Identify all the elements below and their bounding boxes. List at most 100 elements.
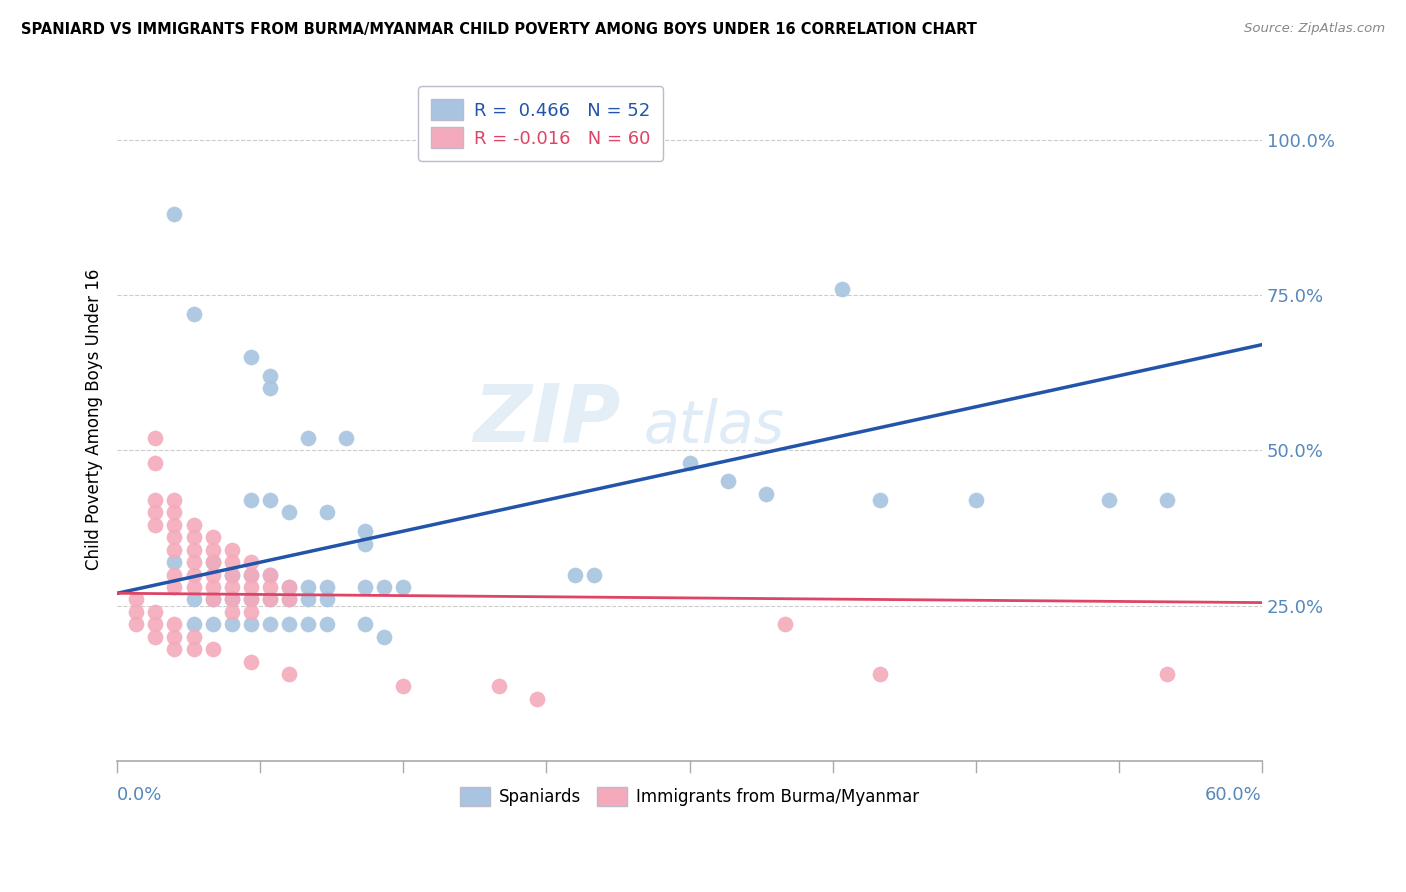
Point bbox=[869, 493, 891, 508]
Point bbox=[259, 580, 281, 594]
Point bbox=[259, 381, 281, 395]
Point bbox=[183, 617, 205, 632]
Point bbox=[1156, 667, 1178, 681]
Point bbox=[297, 431, 319, 445]
Legend: Spaniards, Immigrants from Burma/Myanmar: Spaniards, Immigrants from Burma/Myanmar bbox=[451, 779, 927, 814]
Point bbox=[316, 592, 339, 607]
Point bbox=[221, 580, 243, 594]
Point bbox=[143, 617, 166, 632]
Point bbox=[259, 368, 281, 383]
Point bbox=[143, 493, 166, 508]
Point bbox=[183, 530, 205, 544]
Point bbox=[297, 617, 319, 632]
Point bbox=[125, 605, 148, 619]
Text: Source: ZipAtlas.com: Source: ZipAtlas.com bbox=[1244, 22, 1385, 36]
Point bbox=[239, 592, 262, 607]
Point bbox=[163, 642, 186, 657]
Point bbox=[1098, 493, 1121, 508]
Point bbox=[183, 555, 205, 569]
Point bbox=[201, 555, 224, 569]
Point bbox=[297, 592, 319, 607]
Point bbox=[564, 567, 586, 582]
Point bbox=[354, 536, 377, 550]
Point bbox=[201, 580, 224, 594]
Point bbox=[183, 592, 205, 607]
Point bbox=[488, 680, 510, 694]
Point bbox=[965, 493, 987, 508]
Point bbox=[583, 567, 606, 582]
Point bbox=[183, 580, 205, 594]
Point bbox=[183, 642, 205, 657]
Point bbox=[392, 680, 415, 694]
Point bbox=[373, 630, 395, 644]
Point bbox=[239, 605, 262, 619]
Point bbox=[201, 542, 224, 557]
Point bbox=[259, 567, 281, 582]
Point bbox=[239, 617, 262, 632]
Point bbox=[163, 580, 186, 594]
Point bbox=[277, 592, 299, 607]
Point bbox=[163, 207, 186, 221]
Point bbox=[201, 555, 224, 569]
Point bbox=[221, 592, 243, 607]
Text: atlas: atlas bbox=[644, 398, 785, 455]
Point bbox=[259, 617, 281, 632]
Point bbox=[201, 617, 224, 632]
Point bbox=[221, 592, 243, 607]
Point bbox=[183, 517, 205, 532]
Point bbox=[773, 617, 796, 632]
Point bbox=[526, 692, 548, 706]
Point bbox=[239, 580, 262, 594]
Point bbox=[201, 592, 224, 607]
Point bbox=[354, 580, 377, 594]
Point bbox=[831, 282, 853, 296]
Point bbox=[221, 567, 243, 582]
Point bbox=[143, 517, 166, 532]
Point bbox=[183, 307, 205, 321]
Point bbox=[259, 493, 281, 508]
Point bbox=[143, 630, 166, 644]
Point bbox=[239, 350, 262, 364]
Text: SPANIARD VS IMMIGRANTS FROM BURMA/MYANMAR CHILD POVERTY AMONG BOYS UNDER 16 CORR: SPANIARD VS IMMIGRANTS FROM BURMA/MYANMA… bbox=[21, 22, 977, 37]
Point bbox=[163, 517, 186, 532]
Point bbox=[163, 630, 186, 644]
Point bbox=[143, 456, 166, 470]
Point bbox=[259, 592, 281, 607]
Point bbox=[277, 592, 299, 607]
Y-axis label: Child Poverty Among Boys Under 16: Child Poverty Among Boys Under 16 bbox=[86, 268, 103, 570]
Point bbox=[239, 555, 262, 569]
Point bbox=[277, 580, 299, 594]
Point bbox=[221, 567, 243, 582]
Point bbox=[1156, 493, 1178, 508]
Point bbox=[354, 524, 377, 538]
Point bbox=[201, 567, 224, 582]
Point bbox=[125, 617, 148, 632]
Point bbox=[239, 655, 262, 669]
Point bbox=[239, 567, 262, 582]
Point bbox=[163, 567, 186, 582]
Point bbox=[221, 542, 243, 557]
Point bbox=[163, 530, 186, 544]
Point bbox=[259, 592, 281, 607]
Point bbox=[297, 580, 319, 594]
Point bbox=[239, 493, 262, 508]
Point bbox=[335, 431, 357, 445]
Point bbox=[239, 567, 262, 582]
Point bbox=[163, 542, 186, 557]
Point bbox=[239, 592, 262, 607]
Point bbox=[678, 456, 700, 470]
Point bbox=[143, 506, 166, 520]
Text: 60.0%: 60.0% bbox=[1205, 786, 1263, 804]
Point bbox=[277, 580, 299, 594]
Point bbox=[373, 580, 395, 594]
Point bbox=[354, 617, 377, 632]
Point bbox=[221, 617, 243, 632]
Text: 0.0%: 0.0% bbox=[117, 786, 163, 804]
Point bbox=[221, 605, 243, 619]
Point bbox=[277, 506, 299, 520]
Text: ZIP: ZIP bbox=[474, 380, 621, 458]
Point bbox=[277, 667, 299, 681]
Point bbox=[143, 431, 166, 445]
Point bbox=[183, 542, 205, 557]
Point bbox=[163, 617, 186, 632]
